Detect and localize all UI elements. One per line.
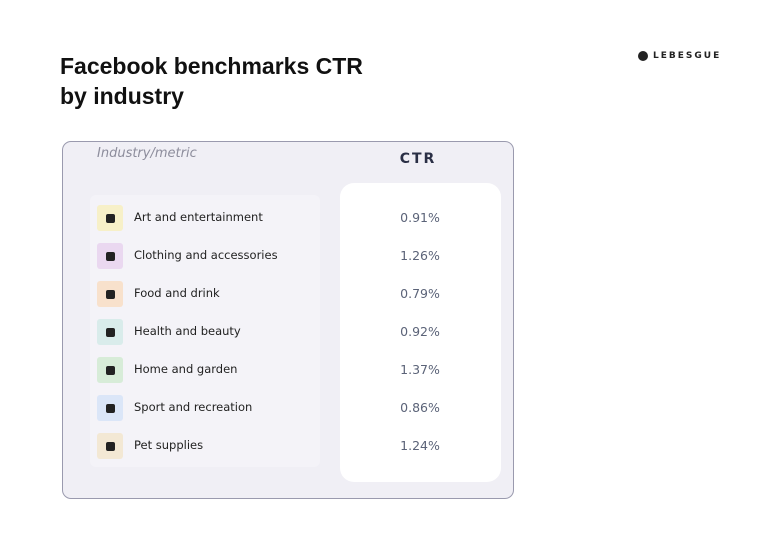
row-icon	[97, 205, 123, 231]
industry-name: Health and beauty	[134, 324, 241, 338]
row-icon	[97, 433, 123, 459]
value-panel	[340, 183, 501, 482]
ctr-value: 1.26%	[400, 248, 440, 263]
ctr-value: 1.24%	[400, 438, 440, 453]
icon-glyph	[105, 403, 115, 413]
ctr-value: 1.37%	[400, 362, 440, 377]
industry-name: Art and entertainment	[134, 210, 263, 224]
title: by industry	[60, 83, 184, 109]
ctr-value: 0.92%	[400, 324, 440, 339]
row-icon	[97, 281, 123, 307]
icon-glyph	[105, 365, 115, 375]
row-icon	[97, 319, 123, 345]
title: Facebook benchmarks CTR	[60, 53, 363, 79]
icon-glyph	[105, 213, 115, 223]
icon-glyph	[105, 441, 115, 451]
row-icon	[97, 243, 123, 269]
ctr-value: 0.86%	[400, 400, 440, 415]
industry-name: Food and drink	[134, 286, 220, 300]
ctr-value: 0.79%	[400, 286, 440, 301]
row-icon	[97, 395, 123, 421]
industry-name: Home and garden	[134, 362, 238, 376]
label-area	[90, 195, 320, 467]
icon-glyph	[105, 251, 115, 261]
brand: LEBESGUE	[638, 51, 721, 61]
brand-name: LEBESGUE	[653, 51, 722, 61]
icon-glyph	[105, 289, 115, 299]
icon-glyph	[105, 327, 115, 337]
industry-name: Pet supplies	[134, 438, 204, 452]
brand-logo	[638, 51, 648, 61]
industry-name: Sport and recreation	[134, 400, 253, 414]
ctr-value: 0.91%	[400, 210, 440, 225]
industry-name: Clothing and accessories	[134, 248, 278, 262]
column-header: CTR	[399, 151, 437, 167]
row-icon	[97, 357, 123, 383]
column-header: Industry/metric	[97, 146, 197, 161]
